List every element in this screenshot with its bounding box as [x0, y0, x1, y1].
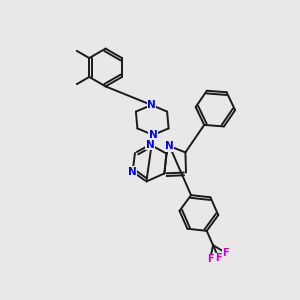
Text: N: N [147, 100, 156, 110]
Text: F: F [215, 253, 222, 263]
Text: F: F [222, 248, 229, 258]
Text: N: N [165, 141, 174, 151]
Text: N: N [128, 167, 137, 177]
Text: N: N [148, 130, 158, 140]
Text: F: F [207, 254, 214, 264]
Text: N: N [146, 140, 154, 150]
